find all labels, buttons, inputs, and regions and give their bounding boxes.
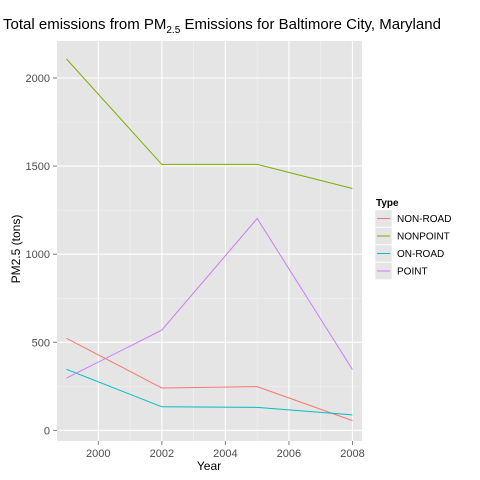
plot-panel <box>57 41 362 441</box>
x-tick-labels: 2000 2002 2004 2006 2008 <box>86 448 365 460</box>
data-point-nonpoint <box>351 187 354 190</box>
x-tick-label: 2006 <box>277 448 301 460</box>
data-point-on-road <box>160 405 163 408</box>
major-gridlines <box>57 41 362 441</box>
series-lines <box>65 58 354 422</box>
data-point-non-road <box>256 385 259 388</box>
data-point-point <box>351 368 354 371</box>
y-tick-label: 1500 <box>26 161 50 173</box>
data-point-nonpoint <box>160 163 163 166</box>
series-line-on-road <box>66 368 353 416</box>
data-point-on-road <box>351 413 354 416</box>
legend: Type NON-ROAD NONPOINT ON-ROAD POINT <box>374 198 451 280</box>
series-line-nonpoint <box>66 58 353 189</box>
chart-title: Total emissions from PM2.5 Emissions for… <box>3 16 441 36</box>
data-point-on-road <box>256 406 259 409</box>
chart-title-subscript: 2.5 <box>166 25 180 36</box>
x-tick-label: 2008 <box>340 448 364 460</box>
x-tick-label: 2000 <box>86 448 110 460</box>
data-point-on-road <box>65 368 68 371</box>
legend-label: NON-ROAD <box>397 214 451 225</box>
axis-ticks <box>53 77 353 445</box>
series-line-point <box>66 217 353 379</box>
legend-item-on-road: ON-ROAD <box>374 244 444 263</box>
chart-title-suffix: Emissions for Baltimore City, Maryland <box>180 16 441 33</box>
data-point-point <box>256 217 259 220</box>
x-tick-label: 2004 <box>213 448 237 460</box>
y-tick-label: 1000 <box>26 249 50 261</box>
y-tick-labels: 0 500 1000 1500 2000 <box>26 73 50 437</box>
data-point-nonpoint <box>256 163 259 166</box>
legend-label: POINT <box>397 267 428 278</box>
y-tick-label: 2000 <box>26 73 50 85</box>
legend-label: NONPOINT <box>397 232 450 243</box>
data-point-point <box>65 377 68 380</box>
series-line-non-road <box>66 337 353 422</box>
x-axis-title: Year <box>197 459 221 473</box>
data-point-point <box>160 329 163 332</box>
data-point-non-road <box>65 337 68 340</box>
legend-label: ON-ROAD <box>397 249 444 260</box>
y-tick-label: 0 <box>44 425 50 437</box>
legend-item-point: POINT <box>374 262 428 280</box>
x-tick-label: 2002 <box>150 448 174 460</box>
legend-item-nonpoint: NONPOINT <box>374 227 450 245</box>
legend-title: Type <box>376 198 399 209</box>
data-point-non-road <box>160 386 163 389</box>
minor-gridlines <box>57 41 362 441</box>
chart-title-prefix: Total emissions from PM <box>3 16 166 33</box>
data-point-non-road <box>351 419 354 422</box>
y-axis-title: PM2.5 (tons) <box>9 215 23 284</box>
legend-item-non-road: NON-ROAD <box>374 209 451 228</box>
data-point-nonpoint <box>65 58 68 61</box>
y-tick-label: 500 <box>32 337 50 349</box>
